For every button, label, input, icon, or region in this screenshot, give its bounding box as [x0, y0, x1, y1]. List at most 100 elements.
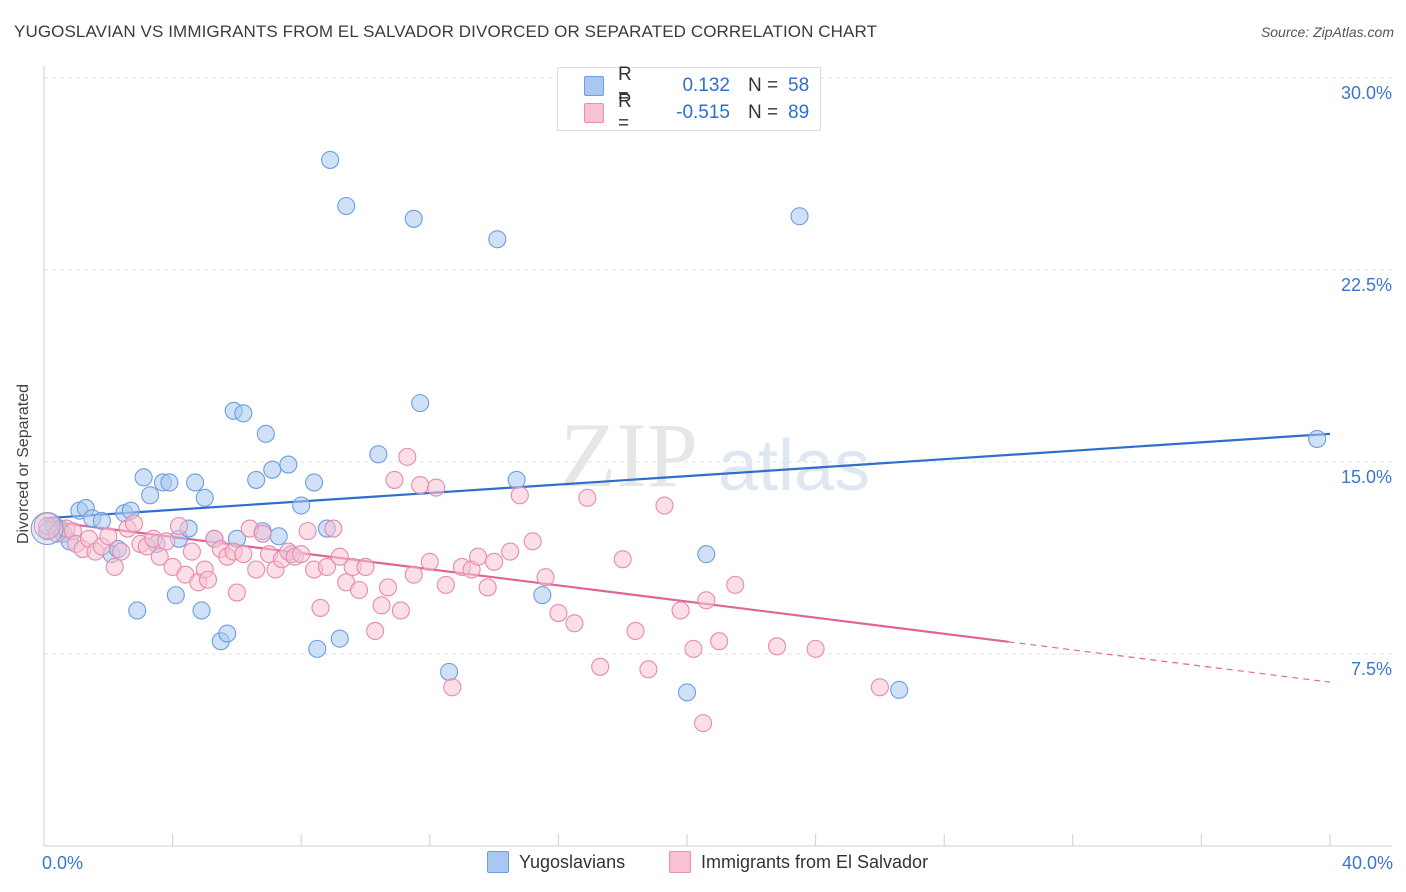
point-el-salvador	[391, 601, 410, 620]
point-cluster-el-salvador	[33, 512, 61, 540]
point-yugoslavians	[308, 639, 327, 658]
point-el-salvador	[356, 557, 375, 577]
point-el-salvador	[234, 545, 253, 564]
point-el-salvador	[694, 714, 713, 733]
point-yugoslavians	[186, 473, 205, 492]
x-tick-label: 40.0%	[1342, 853, 1393, 873]
trend-line	[43, 519, 1009, 643]
data-points	[30, 150, 1327, 733]
point-el-salvador	[523, 532, 542, 551]
point-el-salvador	[317, 557, 336, 577]
bottom-legend-label: Yugoslavians	[519, 851, 626, 872]
point-el-salvador	[767, 637, 787, 656]
point-yugoslavians	[1308, 429, 1327, 449]
tick-labels: 7.5% 15.0% 22.5% 30.0% 0.0% 40.0%	[42, 83, 1393, 873]
point-el-salvador	[99, 527, 118, 546]
point-el-salvador	[697, 591, 716, 610]
point-yugoslavians	[247, 470, 266, 489]
point-yugoslavians	[369, 445, 388, 464]
point-el-salvador	[372, 596, 391, 615]
legend-row-yugoslavians: R = 0.132 N = 58	[584, 64, 810, 107]
point-el-salvador	[385, 470, 404, 489]
point-el-salvador	[253, 524, 272, 543]
point-el-salvador	[366, 621, 385, 641]
legend: R = 0.132 N = 58 R = -0.515 N = 89	[557, 64, 821, 134]
point-yugoslavians	[263, 460, 282, 479]
point-el-salvador	[247, 560, 266, 579]
point-el-salvador	[478, 578, 497, 597]
point-el-salvador	[298, 522, 317, 541]
point-el-salvador	[182, 542, 201, 561]
y-tick-label: 15.0%	[1341, 467, 1392, 487]
point-el-salvador	[591, 657, 610, 676]
point-el-salvador	[411, 475, 430, 495]
legend-r-label: R =	[618, 91, 632, 134]
trend-lines	[43, 432, 1331, 683]
point-el-salvador	[350, 580, 369, 600]
watermark: ZIP atlas	[560, 404, 870, 506]
legend-swatch-yugoslavians	[584, 76, 604, 96]
point-el-salvador	[536, 568, 555, 587]
point-yugoslavians	[234, 404, 253, 423]
point-el-salvador	[501, 542, 520, 561]
point-yugoslavians	[890, 680, 909, 699]
watermark-zip: ZIP	[560, 404, 698, 506]
point-yugoslavians	[160, 473, 179, 492]
bottom-legend-el-salvador: Immigrants from El Salvador	[669, 851, 928, 873]
point-el-salvador	[639, 660, 658, 679]
point-el-salvador	[420, 552, 439, 571]
point-yugoslavians	[321, 150, 340, 169]
point-yugoslavians	[440, 662, 459, 681]
trend-line-extension	[1008, 641, 1331, 683]
legend-r-label: R =	[618, 64, 632, 107]
point-yugoslavians	[292, 496, 311, 515]
point-el-salvador	[124, 514, 144, 533]
legend-r-value: 0.132	[682, 75, 730, 96]
legend-n-value: 58	[788, 75, 810, 96]
point-yugoslavians	[677, 683, 697, 702]
legend-n-value: 89	[788, 102, 810, 123]
point-el-salvador	[870, 678, 889, 697]
point-yugoslavians	[488, 230, 507, 249]
legend-swatch-el-salvador	[584, 103, 604, 123]
point-el-salvador	[565, 614, 584, 633]
point-yugoslavians	[218, 624, 237, 643]
point-el-salvador	[485, 552, 504, 571]
bottom-legend-swatch-yugoslavians	[487, 851, 509, 873]
point-el-salvador	[311, 598, 330, 617]
point-el-salvador	[157, 532, 176, 551]
legend-row-el-salvador: R = -0.515 N = 89	[584, 91, 810, 134]
y-tick-label: 7.5%	[1351, 659, 1392, 679]
point-el-salvador	[105, 557, 124, 577]
point-el-salvador	[710, 632, 729, 651]
point-el-salvador	[671, 601, 690, 620]
point-el-salvador	[198, 570, 218, 589]
grid-lines	[44, 77, 1392, 655]
point-el-salvador	[150, 547, 169, 566]
point-el-salvador	[227, 583, 246, 602]
point-el-salvador	[112, 542, 131, 561]
legend-r-value: -0.515	[676, 102, 730, 123]
point-yugoslavians	[92, 511, 111, 530]
y-tick-label: 30.0%	[1341, 83, 1392, 103]
point-yugoslavians	[256, 424, 275, 443]
point-el-salvador	[169, 516, 189, 536]
point-yugoslavians	[166, 586, 185, 605]
point-el-salvador	[427, 478, 446, 497]
point-yugoslavians	[192, 601, 211, 620]
bottom-legend-yugoslavians: Yugoslavians	[487, 851, 625, 873]
legend-n-label: N =	[748, 102, 779, 123]
point-el-salvador	[684, 639, 703, 658]
bottom-legend-swatch-el-salvador	[669, 851, 691, 873]
point-yugoslavians	[337, 196, 356, 216]
trend-line	[43, 432, 1331, 520]
point-el-salvador	[655, 496, 674, 515]
chart-source: Source: ZipAtlas.com	[1260, 24, 1394, 40]
point-yugoslavians	[411, 394, 430, 413]
x-tick-label: 0.0%	[42, 853, 83, 873]
point-yugoslavians	[141, 486, 160, 505]
point-el-salvador	[398, 447, 417, 466]
point-el-salvador	[292, 545, 311, 564]
point-el-salvador	[549, 603, 568, 623]
